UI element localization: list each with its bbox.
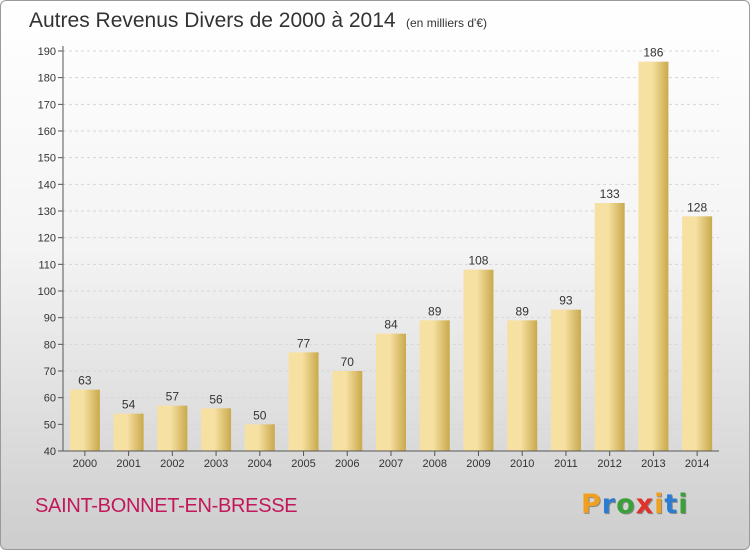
y-tick-label: 190 [38,46,56,58]
bar [463,269,494,451]
y-tick-label: 140 [38,179,56,191]
title-unit: (en milliers d'€) [406,16,487,30]
bar-value-label: 63 [78,374,92,388]
y-tick-label: 160 [38,126,56,138]
bar [594,203,625,451]
x-tick-label: 2001 [116,458,140,470]
bar-value-label: 56 [209,392,223,406]
bar-value-label: 186 [643,46,663,60]
logo-letter: P [581,489,602,520]
y-tick-label: 180 [38,73,56,85]
y-tick-label: 60 [44,393,56,405]
x-tick-label: 2009 [466,458,490,470]
y-tick-label: 90 [44,313,56,325]
logo-letter: i [678,489,689,520]
x-tick-label: 2014 [685,458,709,470]
bar-value-label: 93 [559,294,573,308]
x-tick-label: 2004 [248,458,272,470]
commune-name: SAINT-BONNET-EN-BRESSE [35,495,298,517]
y-tick-label: 130 [38,206,56,218]
bar-value-label: 50 [253,408,267,422]
x-tick-label: 2003 [204,458,228,470]
bar [507,320,538,451]
bar [113,413,144,451]
bars: 63 54 57 56 50 77 70 84 89 108 89 93 133 186 128 [69,46,713,452]
bar [376,333,406,451]
bar-value-label: 108 [468,254,488,268]
bar-value-label: 54 [122,398,136,412]
bar [550,309,581,451]
logo-letter: o [616,489,636,520]
bar [419,320,450,451]
logo-letter: x [635,489,655,520]
y-tick-label: 120 [38,233,56,245]
logo-letter: t [664,489,679,520]
y-tick-label: 80 [44,339,56,351]
bar [69,389,100,451]
x-tick-label: 2012 [597,458,621,470]
bar [201,408,232,451]
bar [244,424,275,451]
bar [332,371,363,451]
bar [288,352,319,451]
title-main: Autres Revenus Divers de 2000 à 2014 [29,9,396,32]
bar-value-label: 133 [600,187,620,201]
bar-value-label: 77 [297,336,311,350]
bar-value-label: 89 [428,304,442,318]
x-tick-label: 2002 [160,458,184,470]
x-tick-label: 2013 [641,458,665,470]
x-tick-label: 2005 [291,458,315,470]
x-tick-label: 2007 [379,458,403,470]
x-tick-label: 2010 [510,458,534,470]
bar-value-label: 84 [384,318,398,332]
x-tick-label: 2011 [554,458,578,470]
x-tick-label: 2006 [335,458,359,470]
bar [638,61,669,452]
bar-value-label: 57 [166,390,180,404]
y-tick-label: 50 [44,419,56,431]
logo-letter: i [654,489,665,520]
x-tick-label: 2008 [422,458,446,470]
axes: 40 50 60 70 80 90 100 110 120 130 140 150 160 170 180 1… [38,46,719,470]
y-tick-label: 70 [44,366,56,378]
bar-value-label: 70 [341,355,355,369]
y-tick-label: 110 [38,259,56,271]
logo-letter: r [601,489,617,520]
bar [682,216,713,451]
chart-title: Autres Revenus Divers de 2000 à 2014 (en… [29,9,487,33]
y-tick-label: 170 [38,99,56,111]
bar-value-label: 89 [516,304,530,318]
bar [157,405,188,451]
x-tick-label: 2000 [73,458,97,470]
y-tick-label: 100 [38,286,56,298]
y-tick-label: 150 [38,153,56,165]
proxiti-logo[interactable]: Proxiti [581,489,689,520]
bar-value-label: 128 [687,200,707,214]
y-tick-label: 40 [44,446,56,458]
